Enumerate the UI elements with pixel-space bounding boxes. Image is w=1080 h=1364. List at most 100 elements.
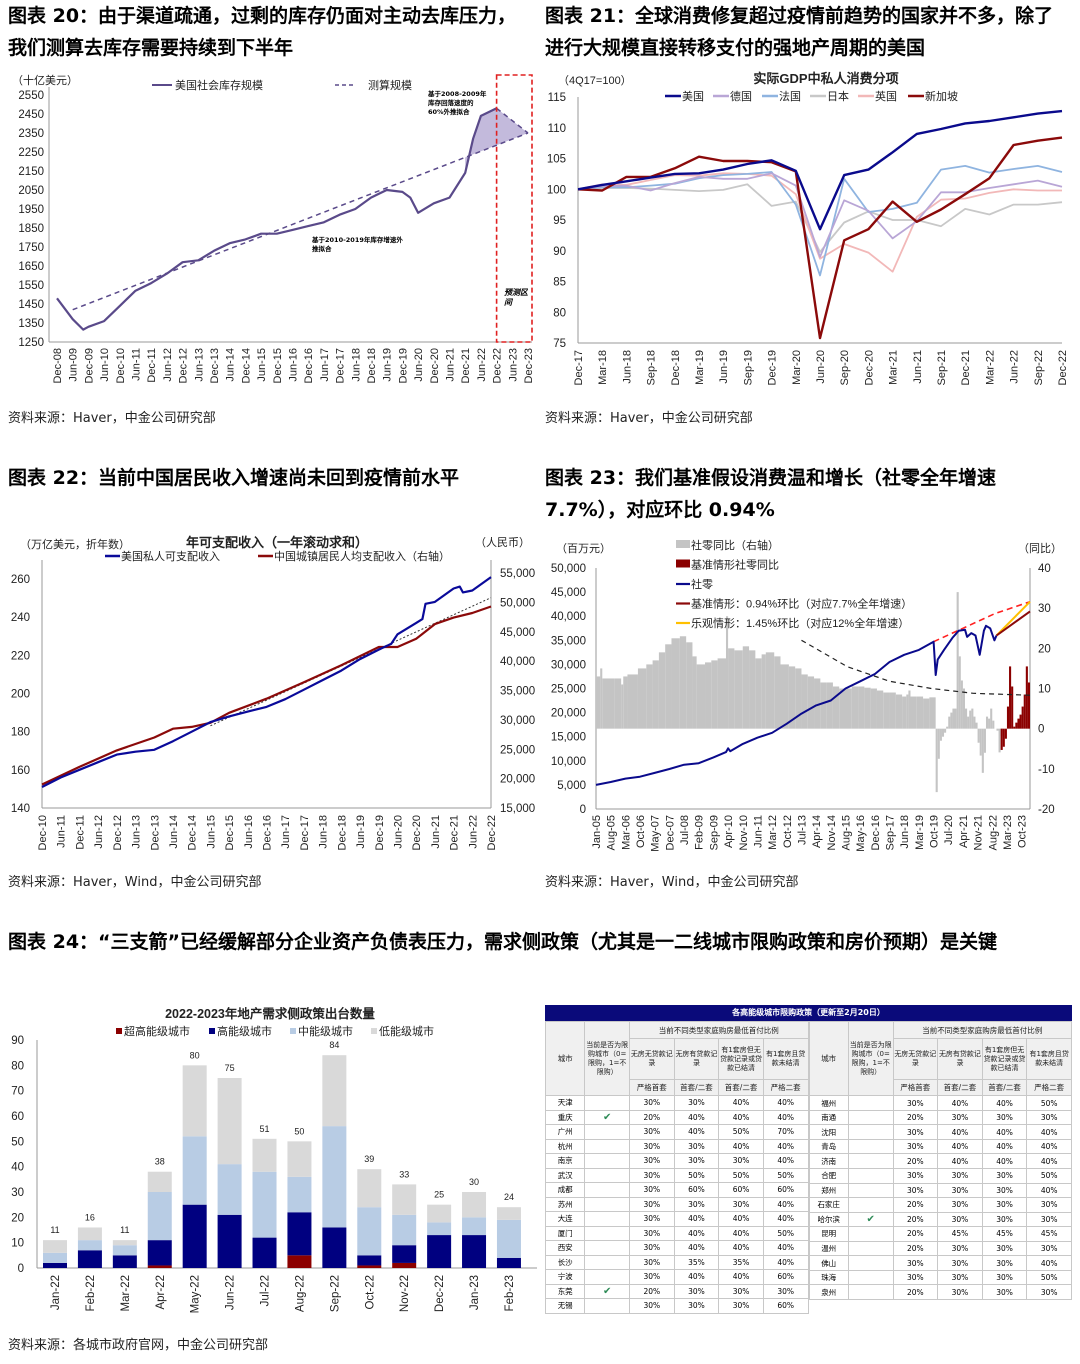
unrestricted-cell xyxy=(584,1124,630,1140)
fig21-y-tick: 100 xyxy=(547,184,566,196)
fig23-yoy-bar xyxy=(637,668,647,729)
fig23-yoy-bar xyxy=(845,688,852,729)
fig23-yoy-bar xyxy=(937,728,940,759)
fig24-bar-segment-3 xyxy=(182,1065,207,1137)
down-payment-cell: 30% xyxy=(937,1167,983,1184)
down-payment-cell: 60% xyxy=(762,1269,809,1285)
down-payment-cell: 40% xyxy=(673,1240,720,1256)
fig24-bar-segment-2 xyxy=(147,1192,172,1241)
fig23-yoy-bar xyxy=(652,660,659,729)
fig21-x-tick: Jun-22 xyxy=(1009,350,1021,384)
fig24-y-tick: 0 xyxy=(18,1263,24,1275)
fig23-baseline-line xyxy=(995,610,1031,637)
fig22-left-y-tick: 260 xyxy=(11,574,30,586)
fig23-left-y-tick: 10,000 xyxy=(551,756,586,768)
fig21-x-tick: Jun-20 xyxy=(815,350,827,384)
fig22-x-tick: Dec-19 xyxy=(374,815,386,850)
down-payment-cell: 45% xyxy=(1026,1226,1072,1242)
fig24-bar-segment-3 xyxy=(252,1138,277,1172)
down-payment-cell: 20% xyxy=(892,1240,939,1257)
down-payment-cell: 30% xyxy=(629,1138,675,1154)
fig23-baseline-yoy-bar xyxy=(1004,728,1007,739)
city-cell: 成都 xyxy=(544,1182,586,1198)
unrestricted-cell xyxy=(584,1240,630,1256)
fig23-yoy-bar xyxy=(788,666,796,729)
down-payment-cell: 30% xyxy=(892,1182,939,1199)
fig24-bar-total-label: 24 xyxy=(504,1192,514,1202)
fig21-y-tick: 110 xyxy=(548,123,566,135)
fig22-right-y-tick: 50,000 xyxy=(500,597,535,609)
fig23-yoy-bar xyxy=(679,636,687,729)
fig20-x-tick: Jun-14 xyxy=(225,348,237,382)
down-payment-cell: 50% xyxy=(718,1167,764,1183)
fig22-x-tick: Jun-19 xyxy=(355,815,367,849)
down-payment-cell: 20% xyxy=(892,1226,939,1242)
fig20-x-tick: Dec-17 xyxy=(335,348,347,383)
down-payment-cell: 30% xyxy=(1026,1109,1072,1126)
down-payment-cell: 40% xyxy=(981,1124,1028,1140)
fig23-yoy-bar xyxy=(950,712,953,729)
unrestricted-cell xyxy=(584,1196,630,1212)
fig23-yoy-bar xyxy=(705,662,712,729)
fig23-yoy-bar xyxy=(956,592,959,729)
fig23-yoy-bar xyxy=(977,728,980,743)
unrestricted-cell xyxy=(847,1197,894,1213)
fig23-yoy-bar xyxy=(686,642,693,729)
fig22-x-tick: Jun-14 xyxy=(168,815,180,849)
down-payment-cell: 30% xyxy=(981,1167,1028,1184)
header-restricted: 当前是否为限购城市（0=限购，1=不限购） xyxy=(847,1020,894,1097)
down-payment-cell: 30% xyxy=(892,1269,939,1286)
fig20-trend-estimate-line xyxy=(72,132,529,311)
fig23-yoy-bar xyxy=(765,652,775,729)
fig24-bar-segment-1 xyxy=(427,1235,452,1268)
down-payment-cell: 30% xyxy=(892,1255,939,1271)
fig21-x-tick: Sep-21 xyxy=(936,350,948,385)
unrestricted-cell: ✔ xyxy=(584,1109,630,1125)
fig24-bar-segment-1 xyxy=(252,1237,277,1268)
fig23-yoy-bar xyxy=(876,690,884,729)
fig24-bar-segment-3 xyxy=(496,1207,521,1220)
unrestricted-cell xyxy=(584,1269,630,1285)
down-payment-cell: 40% xyxy=(762,1109,809,1125)
down-payment-cell: 35% xyxy=(673,1254,720,1270)
fig23-yoy-bar xyxy=(990,708,993,729)
fig20-x-tick: Dec-15 xyxy=(272,348,284,383)
down-payment-cell: 30% xyxy=(629,1095,675,1111)
table-row: 苏州 30% 30% 30% 40% xyxy=(544,1196,809,1212)
city-cell: 厦门 xyxy=(544,1225,586,1241)
fig22-x-tick: Jun-21 xyxy=(430,815,442,849)
figure-23-source: 资料来源：Haver，Wind，中金公司研究部 xyxy=(545,875,799,890)
fig22-chart-title: 年可支配收入（一年滚动求和） xyxy=(186,535,368,550)
fig24-x-tick: Dec-22 xyxy=(434,1275,446,1312)
fig23-yoy-bar xyxy=(996,728,999,731)
down-payment-cell: 30% xyxy=(981,1197,1028,1213)
down-payment-cell: 30% xyxy=(629,1254,675,1270)
fig22-left-y-tick: 140 xyxy=(11,803,30,815)
city-cell: 宁波 xyxy=(544,1269,586,1285)
down-payment-cell: 20% xyxy=(629,1109,675,1125)
fig24-bar-segment-1 xyxy=(462,1235,487,1268)
down-payment-cell: 50% xyxy=(1026,1167,1072,1184)
fig20-x-tick: Jun-11 xyxy=(131,348,143,381)
down-payment-cell: 50% xyxy=(1026,1269,1072,1286)
fig21-legend-label: 日本 xyxy=(827,89,849,103)
unrestricted-cell xyxy=(584,1153,630,1169)
fig23-baseline-yoy-bar xyxy=(1011,686,1014,729)
down-payment-cell: 40% xyxy=(937,1124,983,1140)
fig24-bar-total-label: 50 xyxy=(294,1126,304,1136)
down-payment-cell: 40% xyxy=(718,1225,764,1241)
fig24-bar-segment-1 xyxy=(147,1240,172,1266)
fig20-x-tick: Jun-22 xyxy=(476,348,488,382)
fig23-left-y-tick: 45,000 xyxy=(551,587,586,599)
down-payment-cell: 30% xyxy=(981,1284,1028,1300)
fig22-china-income-line xyxy=(41,605,492,786)
fig23-legend-label: 基准情形：0.94%环比（对应7.7%全年增速） xyxy=(691,597,912,611)
fig23-yoy-bar xyxy=(623,676,628,729)
fig21-legend-label: 英国 xyxy=(875,89,897,103)
fig24-bar-segment-2 xyxy=(357,1207,382,1256)
fig22-x-tick: Dec-12 xyxy=(112,815,124,850)
fig24-y-tick: 40 xyxy=(11,1162,24,1174)
fig22-legend-us: 美国私人可支配收入 xyxy=(121,549,220,563)
fig23-baseline-yoy-bar xyxy=(1023,694,1026,729)
fig24-y-tick: 30 xyxy=(11,1187,24,1199)
